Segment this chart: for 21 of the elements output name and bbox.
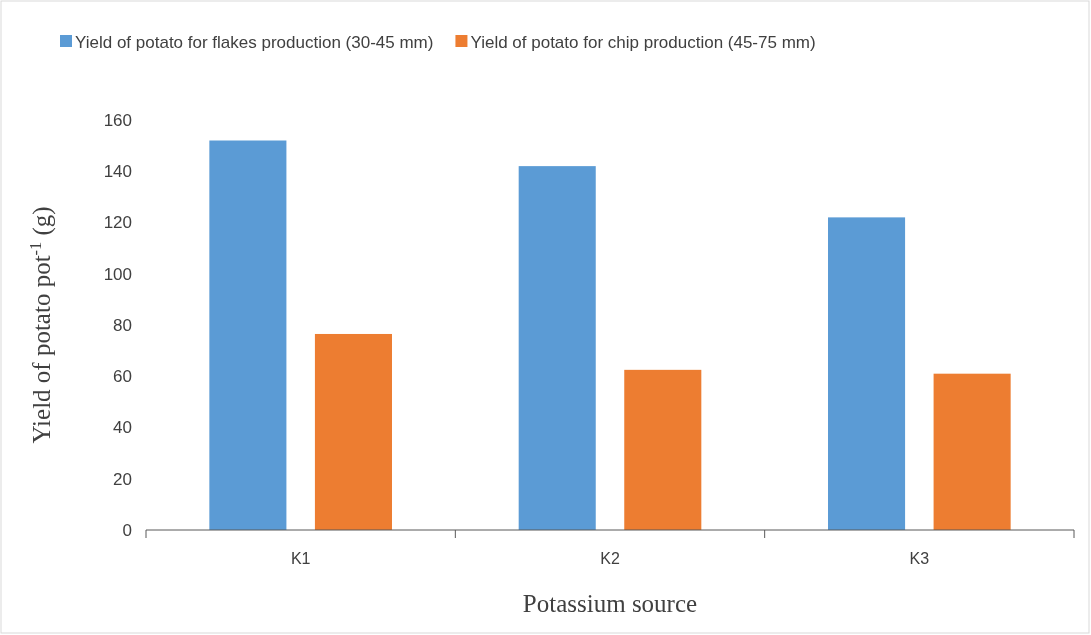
bar	[314, 333, 392, 530]
y-tick-label: 40	[113, 418, 132, 438]
x-axis-title: Potassium source	[522, 590, 698, 617]
y-tick-label: 20	[113, 469, 132, 489]
y-tick-label: 160	[103, 110, 132, 130]
y-tick-label: 60	[113, 367, 132, 387]
x-tick-label: K2	[600, 550, 620, 567]
x-tick-label: K1	[290, 550, 311, 567]
y-tick-label: 0	[122, 520, 132, 540]
legend-label: Yield of potato for flakes production (30-45 mm)	[75, 33, 434, 52]
bar	[518, 166, 596, 530]
bar	[933, 373, 1011, 530]
y-tick-label: 120	[103, 213, 132, 233]
bar	[624, 369, 702, 530]
bar	[209, 140, 287, 530]
y-tick-label: 100	[103, 264, 132, 284]
y-tick-label: 140	[103, 162, 132, 182]
legend-label: Yield of potato for chip production (45-75 mm)	[470, 33, 816, 52]
bar	[828, 217, 906, 530]
x-tick-label: K3	[909, 550, 930, 567]
y-tick-label: 80	[113, 315, 132, 335]
